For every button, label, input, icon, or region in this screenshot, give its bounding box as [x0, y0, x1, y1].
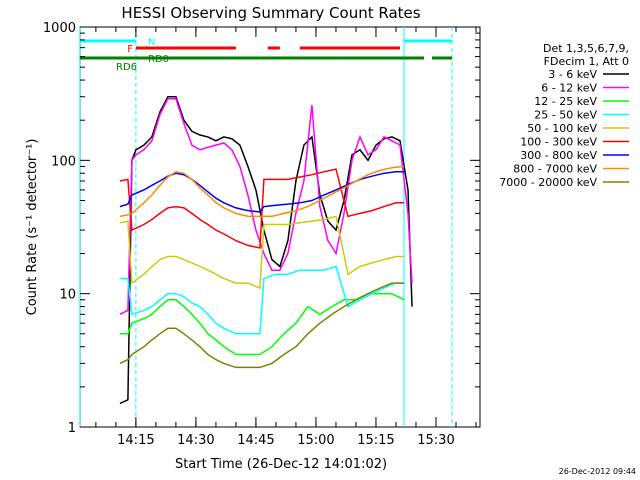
state-bar-label-rd0: RD0 — [148, 54, 169, 65]
state-bar-label-n: N — [148, 37, 155, 48]
legend-label-9: 7000 - 20000 keV — [499, 176, 597, 189]
x-axis-label: Start Time (26-Dec-12 14:01:02) — [175, 457, 387, 472]
legend-label-2: 6 - 12 keV — [541, 82, 597, 95]
series-line-7 — [119, 171, 404, 213]
y-tick-label: 10 — [59, 288, 76, 303]
legend-label-3: 12 - 25 keV — [534, 95, 597, 108]
x-tick-label: 15:00 — [297, 433, 334, 448]
legend: Det 1,3,5,6,7,9, FDecim 1, Att 0 3 - 6 k… — [499, 42, 629, 189]
x-tick-label: 14:15 — [117, 433, 154, 448]
legend-label-7: 300 - 800 keV — [520, 149, 597, 162]
chart-title: HESSI Observing Summary Count Rates — [121, 4, 420, 22]
legend-label-1: 3 - 6 keV — [548, 68, 597, 81]
state-bars: N F RD0 RD6 — [79, 37, 452, 73]
timestamp: 26-Dec-2012 09:44 — [559, 467, 636, 476]
series-line-8 — [119, 165, 405, 218]
state-bar-label-rd6: RD6 — [116, 62, 137, 73]
series-line-5 — [119, 215, 404, 290]
legend-label-5: 50 - 100 keV — [527, 122, 597, 135]
y-axis-ticks: 1 10 100 1000 — [43, 21, 480, 436]
y-tick-label: 1000 — [43, 21, 76, 36]
series-line-6 — [119, 168, 404, 249]
series-line-2 — [119, 97, 413, 315]
state-bar-label-f: F — [127, 44, 133, 55]
legend-header-line-1: Det 1,3,5,6,7,9, — [543, 42, 629, 55]
x-tick-label: 14:45 — [237, 433, 274, 448]
y-tick-label: 1 — [68, 421, 76, 436]
x-axis-ticks: 14:15 14:30 14:45 15:00 15:15 15:30 — [95, 27, 477, 448]
x-tick-label: 15:15 — [357, 433, 394, 448]
x-tick-label: 14:30 — [177, 433, 214, 448]
y-tick-label: 100 — [51, 154, 76, 169]
legend-header-line-2: FDecim 1, Att 0 — [544, 55, 629, 68]
series-group — [119, 95, 413, 405]
vertical-markers — [79, 27, 453, 427]
legend-label-6: 100 - 300 keV — [520, 136, 597, 149]
series-line-3 — [119, 292, 405, 356]
y-axis-label: Count Rate (s⁻¹ detector⁻¹) — [25, 139, 40, 316]
series-line-9 — [119, 282, 404, 369]
x-tick-label: 15:30 — [417, 433, 454, 448]
series-line-1 — [119, 95, 413, 405]
legend-label-4: 25 - 50 keV — [534, 109, 597, 122]
legend-label-8: 800 - 7000 keV — [513, 163, 597, 176]
series-line-4 — [119, 265, 404, 335]
